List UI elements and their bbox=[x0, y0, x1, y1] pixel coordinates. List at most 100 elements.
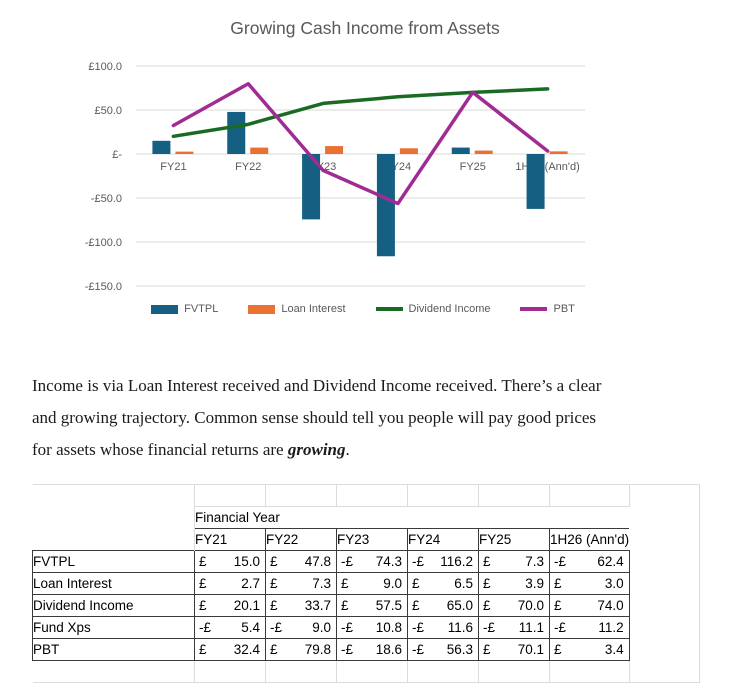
cell-number: 3.4 bbox=[604, 642, 624, 657]
column-header-row: FY21 FY22 FY23 FY24 FY25 1H26 (Ann'd) bbox=[32, 528, 700, 551]
currency-symbol: £ bbox=[270, 642, 278, 657]
accounting-value: £3.0 bbox=[550, 573, 629, 594]
value-cell: £7.3 bbox=[478, 550, 550, 573]
value-cell: -£ 62.4 bbox=[549, 550, 630, 573]
cell-number: 11.1 bbox=[518, 620, 544, 635]
value-cell: £3.4 bbox=[549, 638, 630, 661]
currency-symbol: -£ bbox=[554, 620, 567, 635]
legend-label: FVTPL bbox=[184, 303, 219, 315]
currency-symbol: -£ bbox=[341, 642, 354, 657]
table-row: PBT £32.4 £79.8 -£ 18.6 -£ 56.3 £70.1 £3.4 bbox=[32, 638, 700, 661]
paragraph-line: for assets whose financial returns are g… bbox=[32, 434, 712, 466]
y-axis-tick-label: £50.0 bbox=[94, 105, 122, 117]
group-header-row: Financial Year bbox=[32, 506, 700, 529]
financial-data-table: Financial Year FY21 FY22 FY23 FY24 FY25 1H26 (… bbox=[32, 484, 700, 683]
bar-fvtpl bbox=[302, 154, 321, 220]
column-header: 1H26 (Ann'd) bbox=[549, 528, 630, 551]
currency-symbol: -£ bbox=[341, 554, 354, 569]
accounting-value: £32.4 bbox=[195, 639, 265, 660]
currency-symbol: £ bbox=[270, 598, 278, 613]
bar-loan-interest bbox=[549, 151, 568, 154]
legend-item-loan-interest: Loan Interest bbox=[248, 303, 346, 315]
cell-number: 62.4 bbox=[597, 554, 624, 569]
accounting-value: £9.0 bbox=[337, 573, 407, 594]
grid-cell bbox=[629, 660, 700, 683]
table-row: Dividend Income £20.1 £33.7 £57.5 £65.0 £70.0… bbox=[32, 594, 700, 617]
currency-symbol: -£ bbox=[199, 620, 212, 635]
cell-number: 79.8 bbox=[304, 642, 331, 657]
currency-symbol: £ bbox=[199, 576, 207, 591]
value-cell: -£ 10.8 bbox=[336, 616, 408, 639]
bar-loan-interest bbox=[250, 147, 269, 154]
cell-number: 20.1 bbox=[233, 598, 260, 613]
grid-cell bbox=[549, 660, 630, 683]
value-cell: £70.1 bbox=[478, 638, 550, 661]
legend-label: PBT bbox=[553, 303, 575, 315]
accounting-value: -£ 11.2 bbox=[550, 617, 629, 638]
bar-fvtpl bbox=[152, 140, 171, 154]
currency-symbol: £ bbox=[341, 576, 349, 591]
currency-symbol: £ bbox=[270, 576, 278, 591]
currency-symbol: £ bbox=[554, 576, 562, 591]
currency-symbol: £ bbox=[270, 554, 278, 569]
grid-cell bbox=[336, 660, 408, 683]
accounting-value: £65.0 bbox=[408, 595, 478, 616]
value-cell: -£ 11.1 bbox=[478, 616, 550, 639]
value-cell: -£ 9.0 bbox=[265, 616, 337, 639]
accounting-value: -£ 18.6 bbox=[337, 639, 407, 660]
cell-number: 47.8 bbox=[304, 554, 331, 569]
grid-cell bbox=[194, 660, 266, 683]
accounting-value: £15.0 bbox=[195, 551, 265, 572]
currency-symbol: £ bbox=[199, 642, 207, 657]
bar-fvtpl bbox=[376, 154, 395, 257]
value-cell: £47.8 bbox=[265, 550, 337, 573]
legend-item-pbt: PBT bbox=[520, 303, 575, 315]
cell-number: 7.3 bbox=[312, 576, 331, 591]
value-cell: -£ 5.4 bbox=[194, 616, 266, 639]
accounting-value: £7.3 bbox=[479, 551, 549, 572]
spreadsheet-gridline-row bbox=[32, 484, 700, 507]
accounting-value: £3.9 bbox=[479, 573, 549, 594]
value-cell: £20.1 bbox=[194, 594, 266, 617]
column-header: FY22 bbox=[265, 528, 337, 551]
y-axis-tick-label: -£50.0 bbox=[91, 193, 122, 205]
cell-number: 70.1 bbox=[517, 642, 544, 657]
cell-number: 2.7 bbox=[241, 576, 260, 591]
grid-cell bbox=[265, 484, 337, 507]
accounting-value: £20.1 bbox=[195, 595, 265, 616]
accounting-value: £57.5 bbox=[337, 595, 407, 616]
cell-number: 74.3 bbox=[375, 554, 402, 569]
grid-cell bbox=[407, 484, 479, 507]
accounting-value: £7.3 bbox=[266, 573, 336, 594]
currency-symbol: -£ bbox=[412, 642, 425, 657]
legend-swatch bbox=[520, 307, 548, 311]
grid-cell bbox=[629, 506, 700, 529]
paragraph-text: for assets whose financial returns are bbox=[32, 440, 288, 459]
currency-symbol: £ bbox=[412, 576, 420, 591]
x-axis-category-label: FY21 bbox=[160, 161, 186, 173]
table-row: Loan Interest £2.7 £7.3 £9.0 £6.5 £3.9 £3.0 bbox=[32, 572, 700, 595]
grid-cell bbox=[478, 660, 550, 683]
grid-cell bbox=[629, 594, 700, 617]
value-cell: £57.5 bbox=[336, 594, 408, 617]
value-cell: £15.0 bbox=[194, 550, 266, 573]
cell-number: 33.7 bbox=[304, 598, 331, 613]
value-cell: £32.4 bbox=[194, 638, 266, 661]
value-cell: £70.0 bbox=[478, 594, 550, 617]
empty-cell bbox=[32, 528, 195, 551]
value-cell: £65.0 bbox=[407, 594, 479, 617]
grid-cell bbox=[336, 484, 408, 507]
bar-loan-interest bbox=[175, 151, 194, 154]
currency-symbol: £ bbox=[554, 642, 562, 657]
accounting-value: -£ 74.3 bbox=[337, 551, 407, 572]
cell-number: 9.0 bbox=[312, 620, 331, 635]
accounting-value: -£ 11.6 bbox=[408, 617, 478, 638]
grid-cell bbox=[629, 572, 700, 595]
currency-symbol: -£ bbox=[341, 620, 354, 635]
value-cell: £6.5 bbox=[407, 572, 479, 595]
grid-cell bbox=[629, 484, 700, 507]
currency-symbol: £ bbox=[199, 598, 207, 613]
legend-swatch bbox=[248, 304, 276, 314]
cell-number: 65.0 bbox=[446, 598, 473, 613]
spreadsheet-table: Financial Year FY21 FY22 FY23 FY24 FY25 1H26 (… bbox=[32, 484, 700, 683]
